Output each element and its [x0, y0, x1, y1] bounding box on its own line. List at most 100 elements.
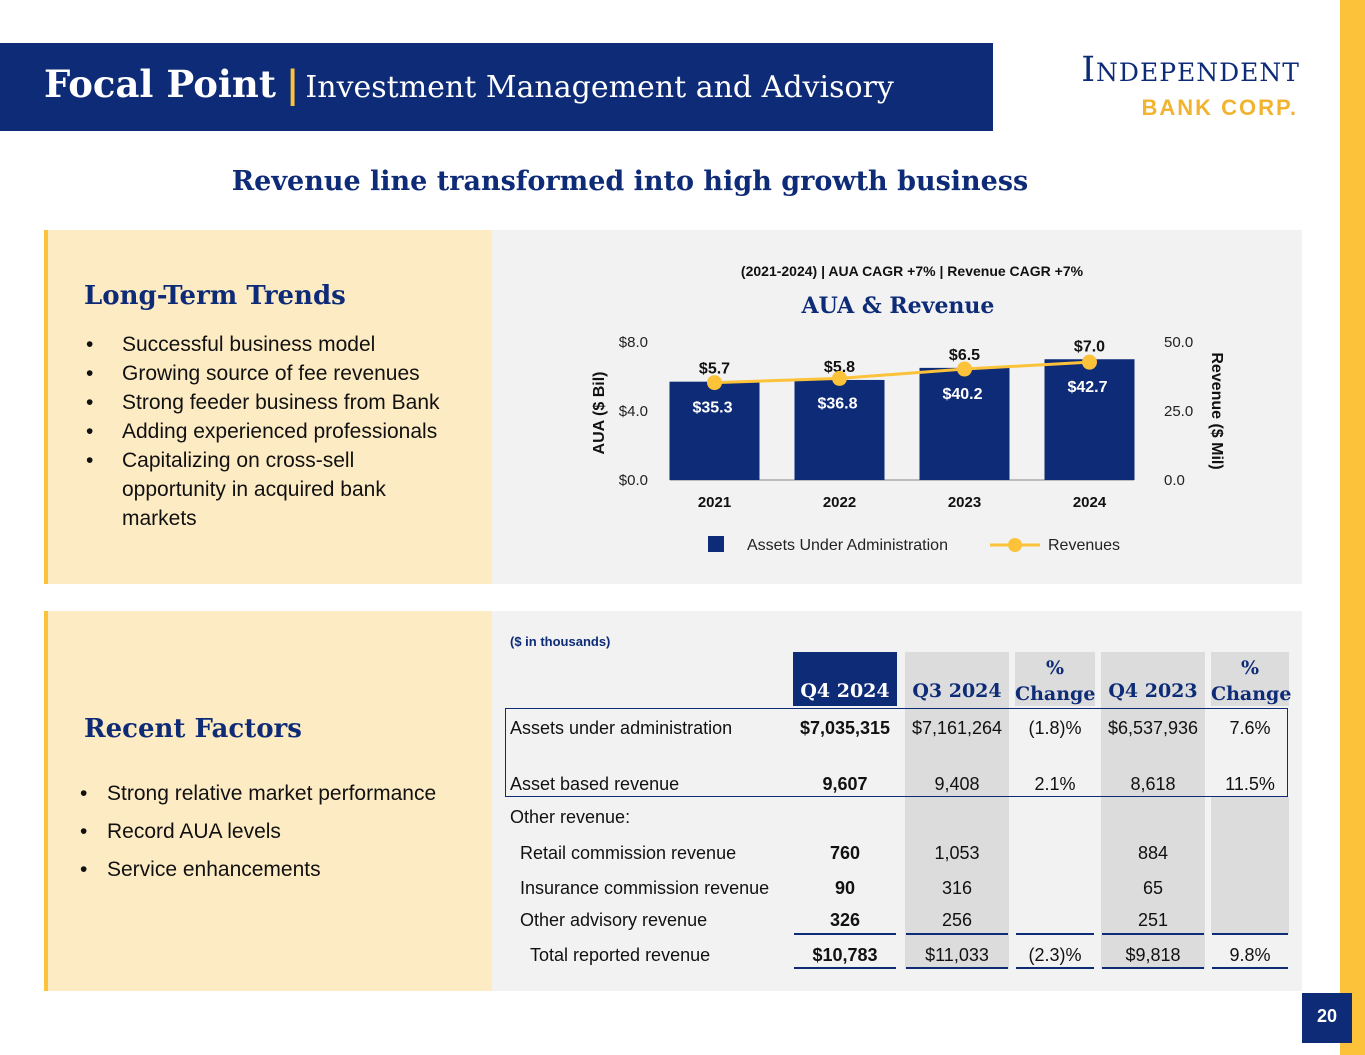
col-bg-q4-2024 — [793, 652, 897, 706]
total-underline — [1102, 933, 1204, 935]
bar-aua — [1044, 359, 1135, 480]
table-cell: (1.8)% — [1028, 718, 1082, 738]
y-tick-label: $4.0 — [619, 403, 648, 420]
total-double-underline — [906, 967, 1008, 969]
table-cell: 760 — [829, 843, 861, 863]
col-bg-pct-change-2-body — [1211, 797, 1289, 934]
logo-subtext: BANK CORP. — [1141, 95, 1298, 120]
legend-label-aua: Assets Under Administration — [747, 537, 948, 554]
table-cell: (2.3)% — [1028, 945, 1082, 965]
col-bg-pct-change-2 — [1211, 652, 1289, 706]
factors-heading: Recent Factors — [84, 714, 302, 744]
gold-side-strip — [1340, 0, 1365, 1055]
table-cell: 1,053 — [934, 843, 980, 863]
col-bg-q3-2024 — [905, 652, 1009, 969]
bar-value-label: $5.7 — [699, 361, 730, 378]
bar-value-label: $6.5 — [949, 347, 980, 364]
revenue-value-label: $40.2 — [942, 386, 982, 403]
table-cell: 8,618 — [1130, 774, 1176, 794]
x-tick-label: 2022 — [823, 494, 856, 511]
table-cell: 256 — [941, 910, 973, 930]
col-header-pct-change-2: % Change — [1211, 657, 1292, 705]
table-cell: $9,818 — [1125, 945, 1181, 965]
row-label: Retail commission revenue — [520, 843, 737, 863]
factors-panel — [44, 611, 492, 991]
logo-wordmark: Independent — [1081, 50, 1300, 90]
table-cell: 65 — [1142, 878, 1164, 898]
total-double-underline — [1212, 967, 1288, 969]
legend-label-revenues: Revenues — [1048, 537, 1120, 554]
x-tick-label: 2023 — [948, 494, 981, 511]
y2-tick-label: 25.0 — [1164, 403, 1193, 420]
bar-value-label: $5.8 — [824, 359, 855, 376]
revenue-point — [832, 370, 847, 386]
trends-heading: Long-Term Trends — [84, 281, 346, 311]
row-label: Other revenue: — [510, 807, 631, 827]
col-header-q3-2024: Q3 2024 — [912, 680, 1002, 702]
x-tick-label: 2024 — [1073, 494, 1107, 511]
table-cell: 11.5% — [1225, 774, 1275, 794]
list-item: • Capitalizing on cross-sell opportunity … — [86, 449, 386, 530]
header-bar — [0, 43, 993, 131]
trends-list: • Successful business model • Growing sour… — [86, 330, 476, 533]
total-underline — [794, 933, 896, 935]
legend-marker-revenues — [1008, 538, 1022, 552]
total-underline — [1212, 933, 1288, 935]
table-cell: $7,035,315 — [799, 718, 891, 738]
revenue-point — [1082, 354, 1097, 370]
row-label: Asset based revenue — [510, 774, 680, 794]
table-cell: 90 — [834, 878, 856, 898]
row-label: Other advisory revenue — [520, 910, 708, 930]
row-label: Assets under administration — [510, 718, 733, 738]
y2-axis-label: Revenue ($ Mil) — [1208, 352, 1225, 469]
revenue-value-label: $36.8 — [817, 395, 857, 412]
list-item: • Adding experienced professionals — [86, 420, 438, 443]
col-header-q4-2023: Q4 2023 — [1108, 680, 1198, 702]
tagline: Revenue line transformed into high growt… — [231, 166, 1029, 197]
col-header-q4-2024: Q4 2024 — [800, 680, 890, 702]
row-label: Insurance commission revenue — [520, 878, 770, 898]
y2-tick-label: 0.0 — [1164, 472, 1185, 489]
table-cell: 884 — [1137, 843, 1169, 863]
bar-value-label: $7.0 — [1074, 338, 1105, 355]
title-separator: | — [285, 62, 300, 106]
trends-panel — [44, 230, 492, 584]
table-cell: $6,537,936 — [1107, 718, 1199, 738]
units-note: ($ in thousands) — [510, 634, 611, 649]
factors-list: • Strong relative market performance • Rec… — [80, 782, 480, 896]
table-cell: 2.1% — [1034, 774, 1076, 794]
table-cell: $7,161,264 — [911, 718, 1003, 738]
total-double-underline — [794, 967, 896, 969]
table-cell: 251 — [1137, 910, 1169, 930]
list-item: • Strong relative market performance — [80, 782, 437, 805]
legend-swatch-aua — [708, 536, 724, 552]
chart-legend: Assets Under Administration Revenues — [708, 536, 1120, 554]
chart-subtitle: (2021-2024) | AUA CAGR +7% | Revenue CAG… — [741, 263, 1084, 279]
list-item: • Successful business model — [86, 333, 376, 356]
page-subtitle: Investment Management and Advisory — [305, 70, 894, 105]
bar-aua — [669, 381, 760, 480]
revenue-value-label: $42.7 — [1067, 379, 1107, 396]
list-item: • Record AUA levels — [80, 820, 281, 843]
y2-tick-label: 50.0 — [1164, 334, 1193, 351]
table-cell: 9.8% — [1229, 945, 1271, 965]
revenue-point — [957, 361, 972, 377]
page-number-badge: 20 — [1302, 993, 1352, 1043]
bar-aua — [794, 379, 885, 480]
col-bg-q4-2023 — [1101, 652, 1205, 969]
table-cell: 9,607 — [822, 774, 868, 794]
revenue-point — [707, 375, 722, 391]
y-tick-label: $0.0 — [619, 472, 648, 489]
table-cell: 9,408 — [934, 774, 980, 794]
x-tick-label: 2021 — [698, 494, 731, 511]
total-double-underline — [1016, 967, 1094, 969]
highlight-box — [505, 708, 1288, 797]
col-bg-pct-change-1 — [1015, 652, 1095, 706]
revenue-line — [714, 360, 1090, 385]
chart-title: AUA & Revenue — [801, 293, 995, 319]
table-cell: $10,783 — [812, 945, 878, 965]
table-cell: 316 — [941, 878, 973, 898]
table-cell: 326 — [829, 910, 861, 930]
revenue-value-label: $35.3 — [692, 400, 732, 417]
bar-aua — [919, 367, 1010, 480]
